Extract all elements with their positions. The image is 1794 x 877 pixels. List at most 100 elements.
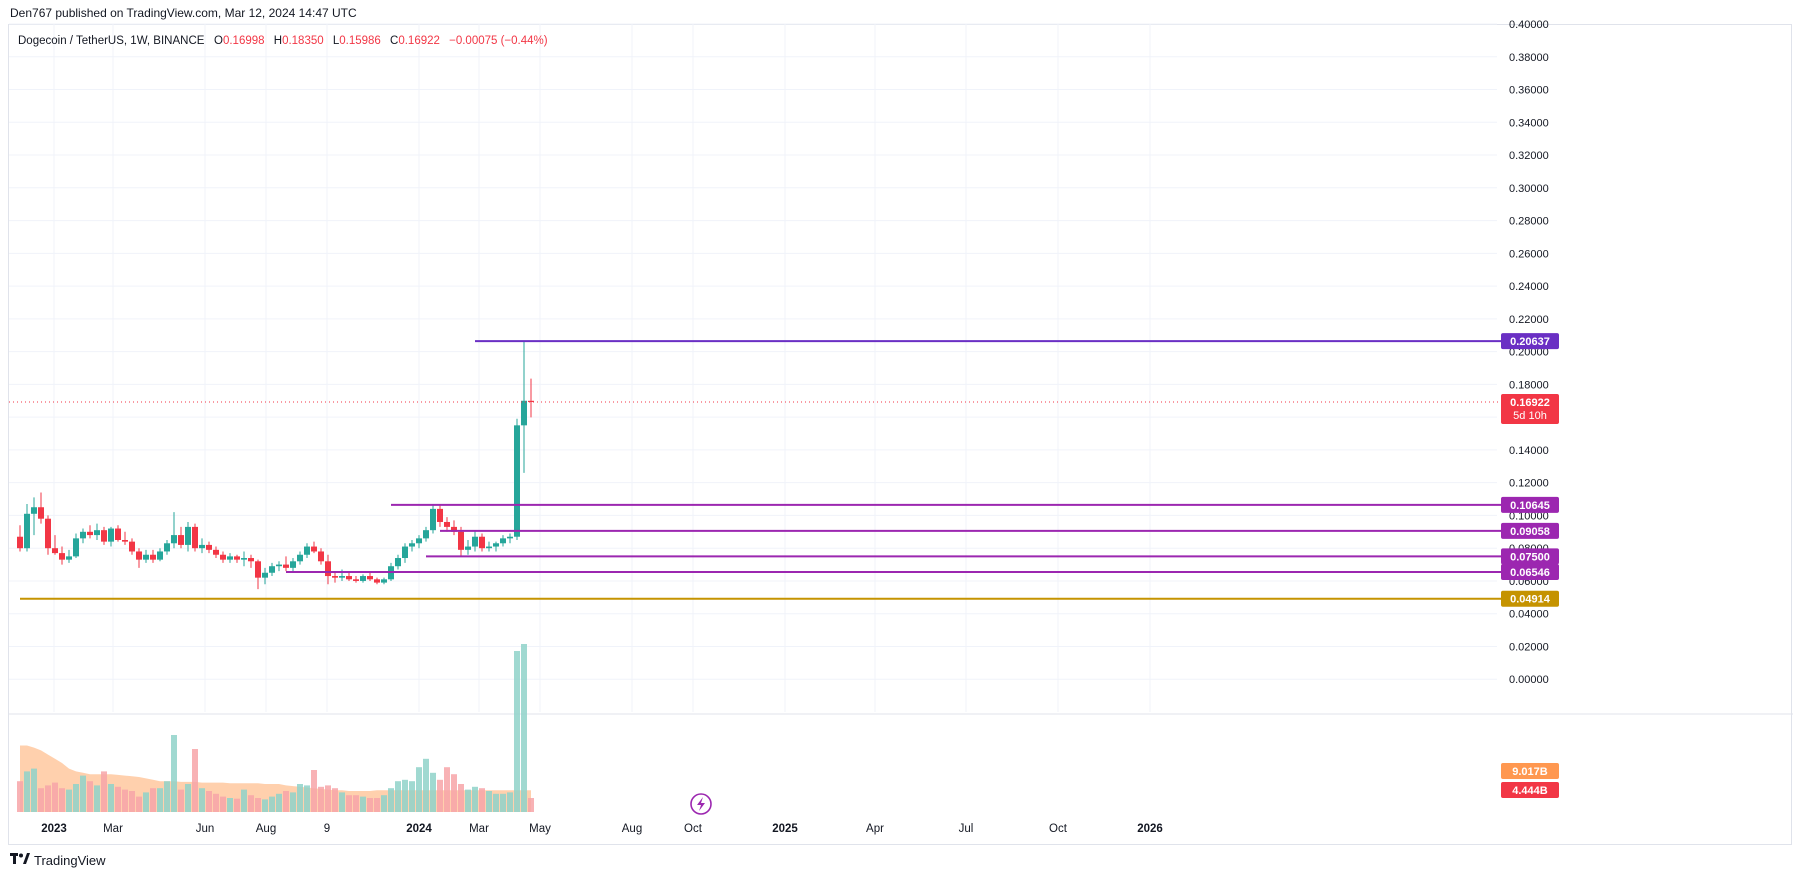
y-tick-label: 0.36000 — [1509, 85, 1549, 97]
x-tick-label: Mar — [469, 823, 489, 835]
candle-body — [129, 541, 135, 552]
x-tick-label: 9 — [324, 823, 330, 835]
volume-bar — [136, 796, 142, 812]
x-tick-label: 2025 — [772, 823, 798, 835]
level-badge — [1501, 548, 1559, 565]
volume-bar — [87, 781, 93, 812]
volume-bar — [297, 784, 303, 812]
volume-bar — [381, 795, 387, 812]
candle-body — [45, 518, 51, 549]
volume-bar — [52, 782, 58, 812]
y-tick-label: 0.12000 — [1509, 478, 1549, 490]
x-tick-label: Aug — [256, 823, 276, 835]
close-label: C — [390, 35, 399, 47]
volume-bar — [346, 795, 352, 812]
level-badge — [1501, 590, 1559, 607]
candle-body — [416, 538, 422, 544]
y-tick-label: 0.30000 — [1509, 183, 1549, 195]
volume-bar — [514, 651, 520, 812]
candle-body — [458, 531, 464, 550]
volume-bar — [325, 785, 331, 812]
candle-body — [444, 521, 450, 527]
level-badge-label: 0.04914 — [1510, 594, 1551, 606]
published-header: Den767 published on TradingView.com, Mar… — [10, 6, 357, 20]
volume-bar — [423, 758, 429, 812]
candle-body — [220, 554, 226, 560]
candle-body — [304, 546, 310, 555]
candle-body — [465, 546, 471, 550]
volume-bar — [367, 798, 373, 812]
low-label: L — [332, 35, 340, 47]
level-badge-label: 0.20637 — [1510, 336, 1550, 348]
candle-body — [38, 507, 44, 519]
price-axis: 0.40000 0.38000 0.36000 0.34000 0.32000 0.300… — [1509, 19, 1549, 686]
candle-body — [339, 576, 345, 578]
close-value: 0.16922 — [398, 35, 440, 47]
symbol-legend: Dogecoin / TetherUS, 1W, BINANCE O0.1699… — [18, 35, 554, 47]
candle-body — [199, 544, 205, 549]
candle-body — [486, 546, 492, 549]
candle-body — [360, 576, 366, 581]
volume-bar — [59, 788, 65, 812]
volume-bar — [451, 774, 457, 812]
y-tick-label: 0.00000 — [1509, 674, 1549, 686]
volume-badge-label: 4.444B — [1512, 785, 1548, 797]
x-tick-label: Jul — [959, 823, 974, 835]
low-value: 0.15986 — [339, 35, 381, 47]
y-tick-label: 0.20000 — [1509, 347, 1549, 359]
candle-body — [507, 536, 513, 539]
volume-bar — [192, 749, 198, 812]
x-tick-label: 2023 — [41, 823, 67, 835]
price-badges: 0.20637 0.10645 0.09058 0.07500 0.06546 0.049… — [1501, 333, 1559, 798]
volume-bar — [458, 784, 464, 812]
candle-body — [115, 528, 121, 540]
volume-bar — [493, 793, 499, 812]
volume-bar — [402, 779, 408, 812]
volume-bar — [353, 795, 359, 812]
candle-body — [269, 566, 275, 573]
volume-bar — [472, 786, 478, 812]
candle-body — [80, 531, 86, 539]
volume-bar — [479, 788, 485, 812]
open-label: O — [214, 35, 223, 47]
volume-bar — [199, 788, 205, 812]
x-tick-label: Jun — [196, 823, 215, 835]
candle-body — [276, 564, 282, 567]
volume-bar — [360, 796, 366, 812]
footer[interactable]: TradingView — [10, 852, 106, 868]
volume-bar — [66, 789, 72, 812]
candle-body — [395, 558, 401, 567]
candle-body — [87, 531, 93, 536]
candle-body — [192, 526, 198, 549]
volume-bar — [465, 789, 471, 812]
level-badge-label: 0.06546 — [1510, 567, 1550, 579]
volume-bar — [24, 771, 30, 812]
y-tick-label: 0.18000 — [1509, 379, 1549, 391]
level-badge — [1501, 496, 1559, 513]
candle-body — [66, 556, 72, 560]
lightning-icon[interactable] — [690, 793, 712, 815]
volume-bar — [73, 784, 79, 812]
volume-bar — [241, 789, 247, 812]
volume-bar — [311, 770, 317, 812]
volume-bar — [528, 798, 534, 812]
candle-body — [367, 576, 373, 580]
candle-body — [493, 543, 499, 547]
y-tick-label: 0.32000 — [1509, 150, 1549, 162]
candle-body — [101, 530, 107, 542]
candle-body — [52, 548, 58, 554]
change-value: −0.00075 (−0.44%) — [449, 35, 548, 47]
candle-body — [353, 579, 359, 581]
y-tick-label: 0.10000 — [1509, 510, 1549, 522]
volume-bar — [227, 798, 233, 812]
volume-bar — [17, 781, 23, 812]
volume-bar — [108, 784, 114, 812]
x-tick-label: Mar — [103, 823, 123, 835]
candle-body — [150, 554, 156, 560]
volume-bar — [507, 792, 513, 812]
candle-body — [248, 558, 254, 562]
candle-body — [178, 535, 184, 545]
candle-body — [108, 528, 114, 542]
candle-body — [437, 508, 443, 522]
